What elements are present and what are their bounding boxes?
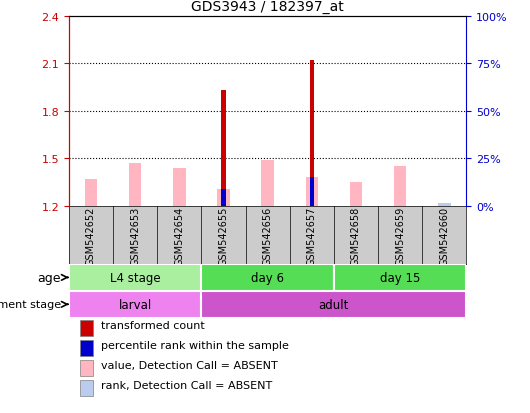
Bar (261, 202, 274, 206)
Bar (438, 203, 450, 206)
Text: GSM542656: GSM542656 (263, 206, 272, 265)
Text: GSM542653: GSM542653 (130, 206, 140, 265)
Bar (69, 264, 201, 291)
Bar (173, 204, 185, 206)
Bar (85, 180, 97, 206)
Bar (310, 178, 314, 206)
Bar (350, 204, 362, 206)
Text: GSM542655: GSM542655 (218, 206, 228, 265)
Text: value, Detection Call = ABSENT: value, Detection Call = ABSENT (101, 360, 277, 370)
Text: day 15: day 15 (380, 271, 420, 284)
Bar (306, 178, 318, 206)
Bar (201, 264, 334, 291)
Bar (306, 204, 318, 206)
Bar (129, 164, 142, 206)
Bar (80, 320, 93, 336)
Text: GSM542654: GSM542654 (174, 206, 184, 265)
Text: GSM542659: GSM542659 (395, 206, 405, 265)
Bar (222, 189, 226, 206)
Title: GDS3943 / 182397_at: GDS3943 / 182397_at (191, 0, 344, 14)
Bar (85, 204, 97, 206)
Bar (217, 189, 229, 206)
Bar (80, 340, 93, 356)
Text: GSM542660: GSM542660 (439, 206, 449, 265)
Text: age: age (38, 271, 61, 284)
Text: L4 stage: L4 stage (110, 271, 161, 284)
Text: GSM542657: GSM542657 (307, 206, 317, 265)
Bar (394, 167, 407, 206)
Text: development stage: development stage (0, 299, 61, 310)
Text: rank, Detection Call = ABSENT: rank, Detection Call = ABSENT (101, 380, 272, 390)
Bar (222, 91, 226, 206)
Bar (129, 204, 142, 206)
Bar (201, 291, 466, 318)
Bar (80, 380, 93, 396)
Bar (350, 183, 362, 206)
Text: larval: larval (119, 298, 152, 311)
Bar (261, 161, 274, 206)
Bar (217, 204, 229, 206)
Text: GSM542658: GSM542658 (351, 206, 361, 265)
Text: transformed count: transformed count (101, 320, 205, 330)
Text: percentile rank within the sample: percentile rank within the sample (101, 340, 288, 350)
Text: GSM542652: GSM542652 (86, 206, 96, 265)
Bar (80, 360, 93, 376)
Bar (173, 169, 185, 206)
Bar (394, 204, 407, 206)
Text: adult: adult (319, 298, 349, 311)
Bar (69, 291, 201, 318)
Bar (310, 61, 314, 206)
Bar (334, 264, 466, 291)
Text: day 6: day 6 (251, 271, 284, 284)
